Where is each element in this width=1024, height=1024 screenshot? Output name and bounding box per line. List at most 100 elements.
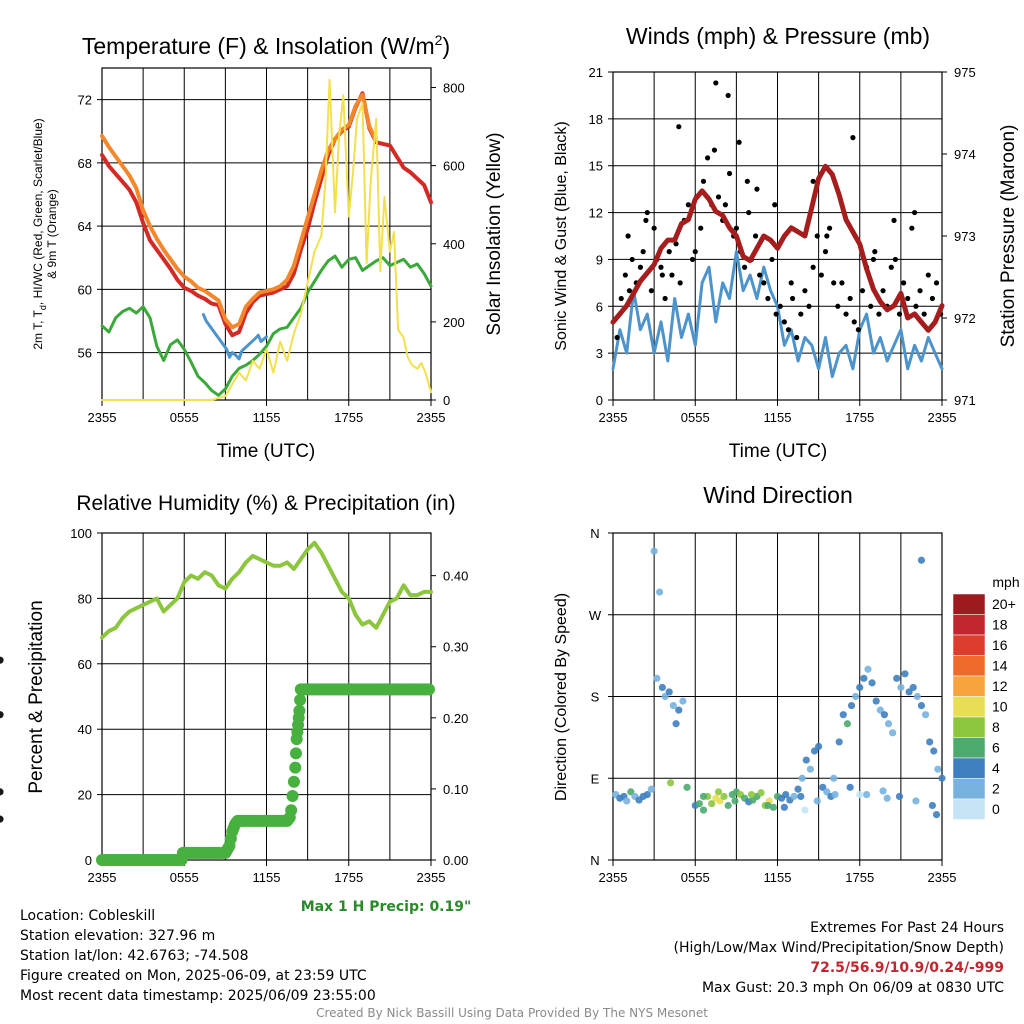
y2-tick-label: 200: [443, 315, 465, 330]
precip-point: [294, 694, 307, 707]
gust-point: [831, 280, 837, 286]
gust-point: [700, 178, 707, 184]
gust-point: [850, 135, 856, 141]
gust-point: [769, 256, 775, 263]
extremes-panel: Extremes For Past 24 Hours (High/Low/Max…: [674, 918, 1005, 998]
direction-point: [724, 801, 732, 810]
precip-point: [289, 747, 302, 760]
gust-point: [896, 311, 903, 317]
gust-point: [704, 155, 711, 161]
direction-point: [938, 774, 946, 782]
y2-axis-label: Solar Insolation (Yellow): [484, 132, 505, 335]
y-tick-label: 68: [78, 156, 92, 171]
y-tick-label: W: [589, 608, 602, 623]
direction-point: [782, 791, 790, 799]
direction-point: [653, 674, 661, 682]
gust-point: [736, 139, 742, 145]
legend-label: 6: [992, 740, 1000, 756]
gust-point: [713, 80, 719, 86]
direction-point: [909, 683, 917, 692]
y-tick-label: 3: [596, 346, 603, 361]
extremes-title: Extremes For Past 24 Hours: [810, 920, 1004, 936]
direction-point: [731, 797, 739, 805]
gust-point: [640, 249, 646, 255]
chart-title: Temperature (F) & Insolation (W/m2): [82, 32, 450, 59]
gust-point: [689, 256, 696, 263]
direction-point: [852, 692, 860, 701]
gust-point: [933, 280, 940, 286]
direction-point: [860, 674, 868, 682]
direction-point: [683, 783, 691, 791]
direction-point: [669, 701, 677, 710]
direction-point: [897, 683, 905, 692]
precip-point: [285, 804, 298, 817]
gust-point: [810, 178, 816, 184]
direction-point: [934, 765, 942, 773]
chart-title: Wind Direction: [703, 482, 853, 508]
plot-frame: [101, 67, 432, 401]
direction-point: [831, 791, 839, 799]
station-elevation: Station elevation: 327.96 m: [20, 928, 216, 944]
gust-point: [925, 272, 931, 278]
series-td: [100, 254, 433, 397]
direction-point: [921, 711, 930, 719]
direction-point: [798, 774, 806, 782]
y2-tick-label: 974: [954, 147, 976, 162]
gust-point: [909, 225, 915, 231]
y-tick-label: 72: [78, 93, 92, 108]
direction-point: [835, 738, 843, 746]
extremes-values: 72.5/56.9/10.9/0.24/-999: [810, 960, 1004, 976]
gust-point: [843, 311, 849, 317]
legend-swatch: [952, 757, 986, 779]
gust-point: [814, 233, 820, 239]
gust-point: [772, 202, 778, 208]
x-tick-label: 0555: [681, 410, 710, 425]
y-axis-label: Direction (Colored By Speed): [553, 593, 570, 801]
direction-point: [913, 692, 921, 701]
direction-point: [656, 588, 664, 596]
y-tick-label: 0: [596, 393, 603, 408]
x-tick-label: 0555: [170, 870, 199, 885]
y2-tick-label: 400: [443, 237, 465, 252]
gust-point: [888, 264, 894, 270]
direction-point: [802, 756, 810, 764]
gust-point: [785, 327, 792, 333]
gust-point: [625, 233, 631, 239]
direction-point: [714, 788, 723, 796]
gust-point: [892, 256, 898, 263]
legend-label: 16: [992, 637, 1008, 653]
figure-created: Figure created on Mon, 2025-06-09, at 23…: [20, 968, 367, 984]
gust-point: [876, 311, 882, 317]
direction-point: [879, 787, 887, 795]
direction-point: [797, 792, 805, 801]
legend-label: 12: [992, 678, 1008, 694]
direction-point: [880, 711, 889, 719]
gust-point: [824, 233, 830, 239]
y-tick-label: 60: [78, 657, 92, 672]
chart-title: Relative Humidity (%) & Precipitation (i…: [76, 492, 455, 515]
legend-swatch: [952, 634, 986, 656]
gust-point: [676, 124, 682, 130]
direction-point: [930, 747, 938, 755]
direction-point: [830, 774, 838, 782]
gust-point: [929, 295, 936, 302]
gust-point: [901, 280, 907, 286]
gust-point: [742, 264, 748, 270]
y2-tick-label: 0.00: [443, 853, 468, 868]
gust-point: [662, 295, 668, 302]
direction-point: [665, 688, 673, 696]
y-tick-label: 21: [589, 65, 603, 80]
gust-point: [726, 170, 733, 177]
x-tick-label: 2355: [928, 870, 957, 885]
x-tick-label: 2355: [599, 870, 628, 885]
gust-point: [644, 209, 650, 216]
series-pressure: [610, 163, 945, 333]
y-axis-label: Percent & Precipitation: [26, 600, 47, 793]
x-tick-label: 1155: [253, 870, 281, 885]
legend-swatch: [952, 778, 986, 800]
gust-point: [905, 295, 911, 302]
direction-point: [780, 803, 788, 811]
direction-point: [675, 706, 683, 714]
gust-point: [669, 272, 675, 278]
